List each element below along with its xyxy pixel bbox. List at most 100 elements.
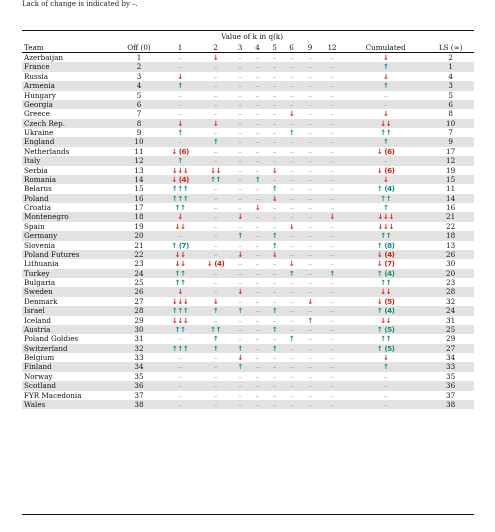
cumulated-cell: – <box>344 99 428 110</box>
change-cell: ↑ <box>300 316 320 325</box>
off-cell: 33 <box>134 353 144 362</box>
change-cell: – <box>231 156 249 166</box>
change-cell: – <box>283 324 300 335</box>
cumulated-cell: ↑ (8) <box>344 241 427 250</box>
change-cell: – <box>266 137 283 147</box>
no-change-dash: – <box>330 137 334 147</box>
no-change-dash: – <box>289 249 294 259</box>
no-change-dash: – <box>308 203 312 212</box>
ls-cell: 12 <box>427 156 475 166</box>
team-cell: France <box>22 62 118 72</box>
team-cell: Germany <box>22 231 118 241</box>
change-cell: – <box>266 353 283 362</box>
ls-cell: 35 <box>446 371 456 381</box>
change-cell: – <box>160 109 200 118</box>
change-cell: ↓ <box>160 72 200 81</box>
no-change-dash: – <box>178 109 182 119</box>
no-change-dash: – <box>308 353 312 362</box>
no-change-dash: – <box>213 193 218 203</box>
change-cell: – <box>300 128 320 137</box>
change-cell: – <box>249 287 266 297</box>
no-change-dash: – <box>255 296 260 306</box>
no-change-dash: – <box>308 212 312 222</box>
table-row: Poland 16 ↑↑↑ – – – ↓ – – – ↑↑ 14 <box>22 193 475 203</box>
top-rule <box>22 30 474 31</box>
change-cell: – <box>266 72 283 81</box>
change-cell: – <box>231 334 249 343</box>
table-row: Croatia 17 ↑↑ – – ↓ – – – – ↑ 16 <box>22 203 474 212</box>
no-change-dash: – <box>383 99 388 109</box>
change-cell: – <box>320 193 345 203</box>
ls-cell: 7 <box>448 128 453 137</box>
no-change-dash: – <box>330 118 334 128</box>
no-change-dash: – <box>272 315 277 325</box>
down-arrow-icon: ↓↓ <box>380 315 392 325</box>
cumulated-cell: ↑↑ <box>344 231 428 241</box>
change-cell: – <box>266 391 283 400</box>
team-cell: Sweden <box>22 287 118 297</box>
team-cell: Wales <box>22 399 118 410</box>
no-change-dash: – <box>213 203 218 212</box>
no-change-dash: – <box>308 99 312 109</box>
no-change-dash: – <box>330 109 334 119</box>
up-arrow-icon: ↑ <box>177 156 183 166</box>
down-arrow-icon: ↓ (5) <box>376 296 395 306</box>
change-cell: – <box>266 268 283 278</box>
change-cell: – <box>320 362 345 372</box>
up-arrow-icon: ↑↑ <box>209 324 222 334</box>
change-cell: – <box>266 222 283 231</box>
k-col-header: 1 <box>177 43 183 52</box>
table-row: Poland Futures 22 ↓↓ – ↓ – ↓ – – – ↓ (4) 26 <box>22 249 475 260</box>
no-change-dash: – <box>255 81 260 91</box>
change-cell: – <box>283 399 300 410</box>
cumulated-cell: ↑ <box>344 362 428 372</box>
ls-cell: 33 <box>427 362 475 372</box>
no-change-dash: – <box>330 221 334 231</box>
off-cell: 18 <box>118 212 160 222</box>
no-change-dash: – <box>330 99 334 109</box>
no-change-dash: – <box>289 81 294 91</box>
no-change-dash: – <box>308 193 312 203</box>
change-cell: ↑↑ <box>160 278 200 287</box>
change-cell: – <box>283 297 300 306</box>
table-row: FYR Macedonia 37 – – – – – – – – – 37 <box>22 391 474 400</box>
change-cell: – <box>266 174 283 185</box>
cumulated-cell: ↓↓ <box>344 287 428 297</box>
ls-cell: 10 <box>427 118 475 128</box>
down-arrow-icon: ↓↓ <box>209 165 222 175</box>
no-change-dash: – <box>213 99 218 109</box>
up-arrow-icon: ↑↑ <box>380 334 392 344</box>
change-cell: – <box>320 343 345 353</box>
ls-cell: 20 <box>427 268 475 278</box>
no-change-dash: – <box>330 146 334 156</box>
cumulated-cell: ↑ <box>344 81 428 91</box>
up-arrow-icon: ↑ <box>271 184 278 194</box>
team-cell: Austria <box>22 324 118 335</box>
off-cell: 11 <box>134 146 144 156</box>
change-cell: – <box>249 231 266 241</box>
change-cell: – <box>200 316 231 325</box>
off-cell: 28 <box>118 306 160 316</box>
change-cell: – <box>200 212 231 222</box>
change-cell: – <box>300 381 320 391</box>
no-change-dash: – <box>255 259 260 269</box>
change-cell: – <box>249 109 266 118</box>
no-change-dash: – <box>308 174 312 184</box>
no-change-dash: – <box>308 184 312 194</box>
no-change-dash: – <box>213 353 218 362</box>
change-cell: ↑ <box>266 306 283 316</box>
k-col-header: 6 <box>289 43 294 52</box>
up-arrow-icon: ↑ <box>237 343 243 353</box>
change-cell: – <box>320 399 345 410</box>
table-row: Spain 19 ↓↓ – – – – ↓ – – ↓↓↓ 22 <box>22 222 474 231</box>
team-cell: Italy <box>22 156 118 166</box>
no-change-dash: – <box>289 324 294 334</box>
down-arrow-icon: ↓ <box>177 71 183 81</box>
change-cell: ↑↑↑ <box>160 184 200 193</box>
change-cell: – <box>249 91 266 100</box>
change-cell: – <box>283 231 300 241</box>
cumulated-cell: ↓ (4) <box>344 249 428 260</box>
no-change-dash: – <box>289 343 294 353</box>
no-change-dash: – <box>330 278 334 287</box>
change-cell: ↓ <box>249 203 266 212</box>
